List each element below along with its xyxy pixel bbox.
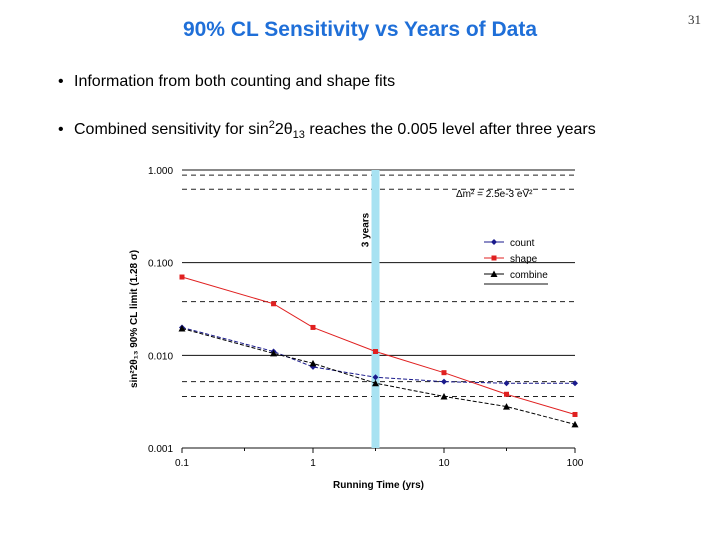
series-shape xyxy=(179,274,578,417)
data-point-combine xyxy=(309,359,317,367)
data-point-shape xyxy=(179,274,185,280)
legend-marker-shape xyxy=(491,255,497,261)
bullet-2-prefix: Combined sensitivity for sin xyxy=(74,121,269,138)
data-point-combine xyxy=(372,379,380,387)
data-point-combine xyxy=(178,324,186,332)
bullet-2-sup: 2 xyxy=(268,119,275,131)
bullet-2-suffix: reaches the 0.005 level after three year… xyxy=(304,121,596,138)
bullet-2-sub: 13 xyxy=(292,129,305,141)
x-axis-label: Running Time (yrs) xyxy=(333,480,424,491)
bullet-dot: • xyxy=(58,73,64,90)
three-year-label: 3 years xyxy=(361,212,372,247)
y-tick-label: 1.000 xyxy=(148,166,173,177)
data-point-count xyxy=(372,374,379,381)
data-point-combine xyxy=(571,420,579,428)
data-point-shape xyxy=(572,411,578,417)
y-axis-label: sin²2θ₁₃ 90% CL limit (1.28 σ) xyxy=(129,250,140,388)
bullet-1-text: Information from both counting and shape… xyxy=(74,73,396,90)
y-tick-label: 0.010 xyxy=(148,351,173,362)
data-point-shape xyxy=(373,348,379,354)
data-point-count xyxy=(503,380,510,387)
series-combine xyxy=(178,324,579,428)
bullet-dot: • xyxy=(58,121,64,138)
data-point-combine xyxy=(440,392,448,400)
x-tick-label: 0.1 xyxy=(175,458,189,469)
legend-label-shape: shape xyxy=(510,254,538,265)
y-tick-label: 0.100 xyxy=(148,259,173,270)
legend-label-count: count xyxy=(510,238,535,249)
x-tick-label: 10 xyxy=(438,458,450,469)
data-point-shape xyxy=(310,324,316,330)
y-tick-label: 0.001 xyxy=(148,444,173,455)
data-point-count xyxy=(441,378,447,385)
legend-marker-combine xyxy=(490,270,498,277)
data-point-shape xyxy=(504,391,510,397)
bullet-1: • Information from both counting and shap… xyxy=(58,73,395,91)
delta-m2-annotation: Δm² = 2.5e-3 eV² xyxy=(456,189,533,200)
three-year-band xyxy=(371,170,380,448)
x-tick-label: 1 xyxy=(310,458,316,469)
data-point-combine xyxy=(503,403,511,410)
data-point-combine xyxy=(270,349,278,357)
x-tick-label: 100 xyxy=(567,458,584,469)
data-point-shape xyxy=(441,370,447,376)
data-point-shape xyxy=(271,301,277,307)
bullet-2: • Combined sensitivity for sin22θ13 reach… xyxy=(58,119,596,141)
bullet-2-mid: 2θ xyxy=(274,121,293,138)
data-point-count xyxy=(572,380,578,387)
legend: count shape combine xyxy=(484,238,548,285)
legend-label-combine: combine xyxy=(510,270,548,281)
page-number: 31 xyxy=(688,12,701,27)
legend-marker-count xyxy=(491,239,497,245)
slide-title: 90% CL Sensitivity vs Years of Data xyxy=(182,18,538,41)
